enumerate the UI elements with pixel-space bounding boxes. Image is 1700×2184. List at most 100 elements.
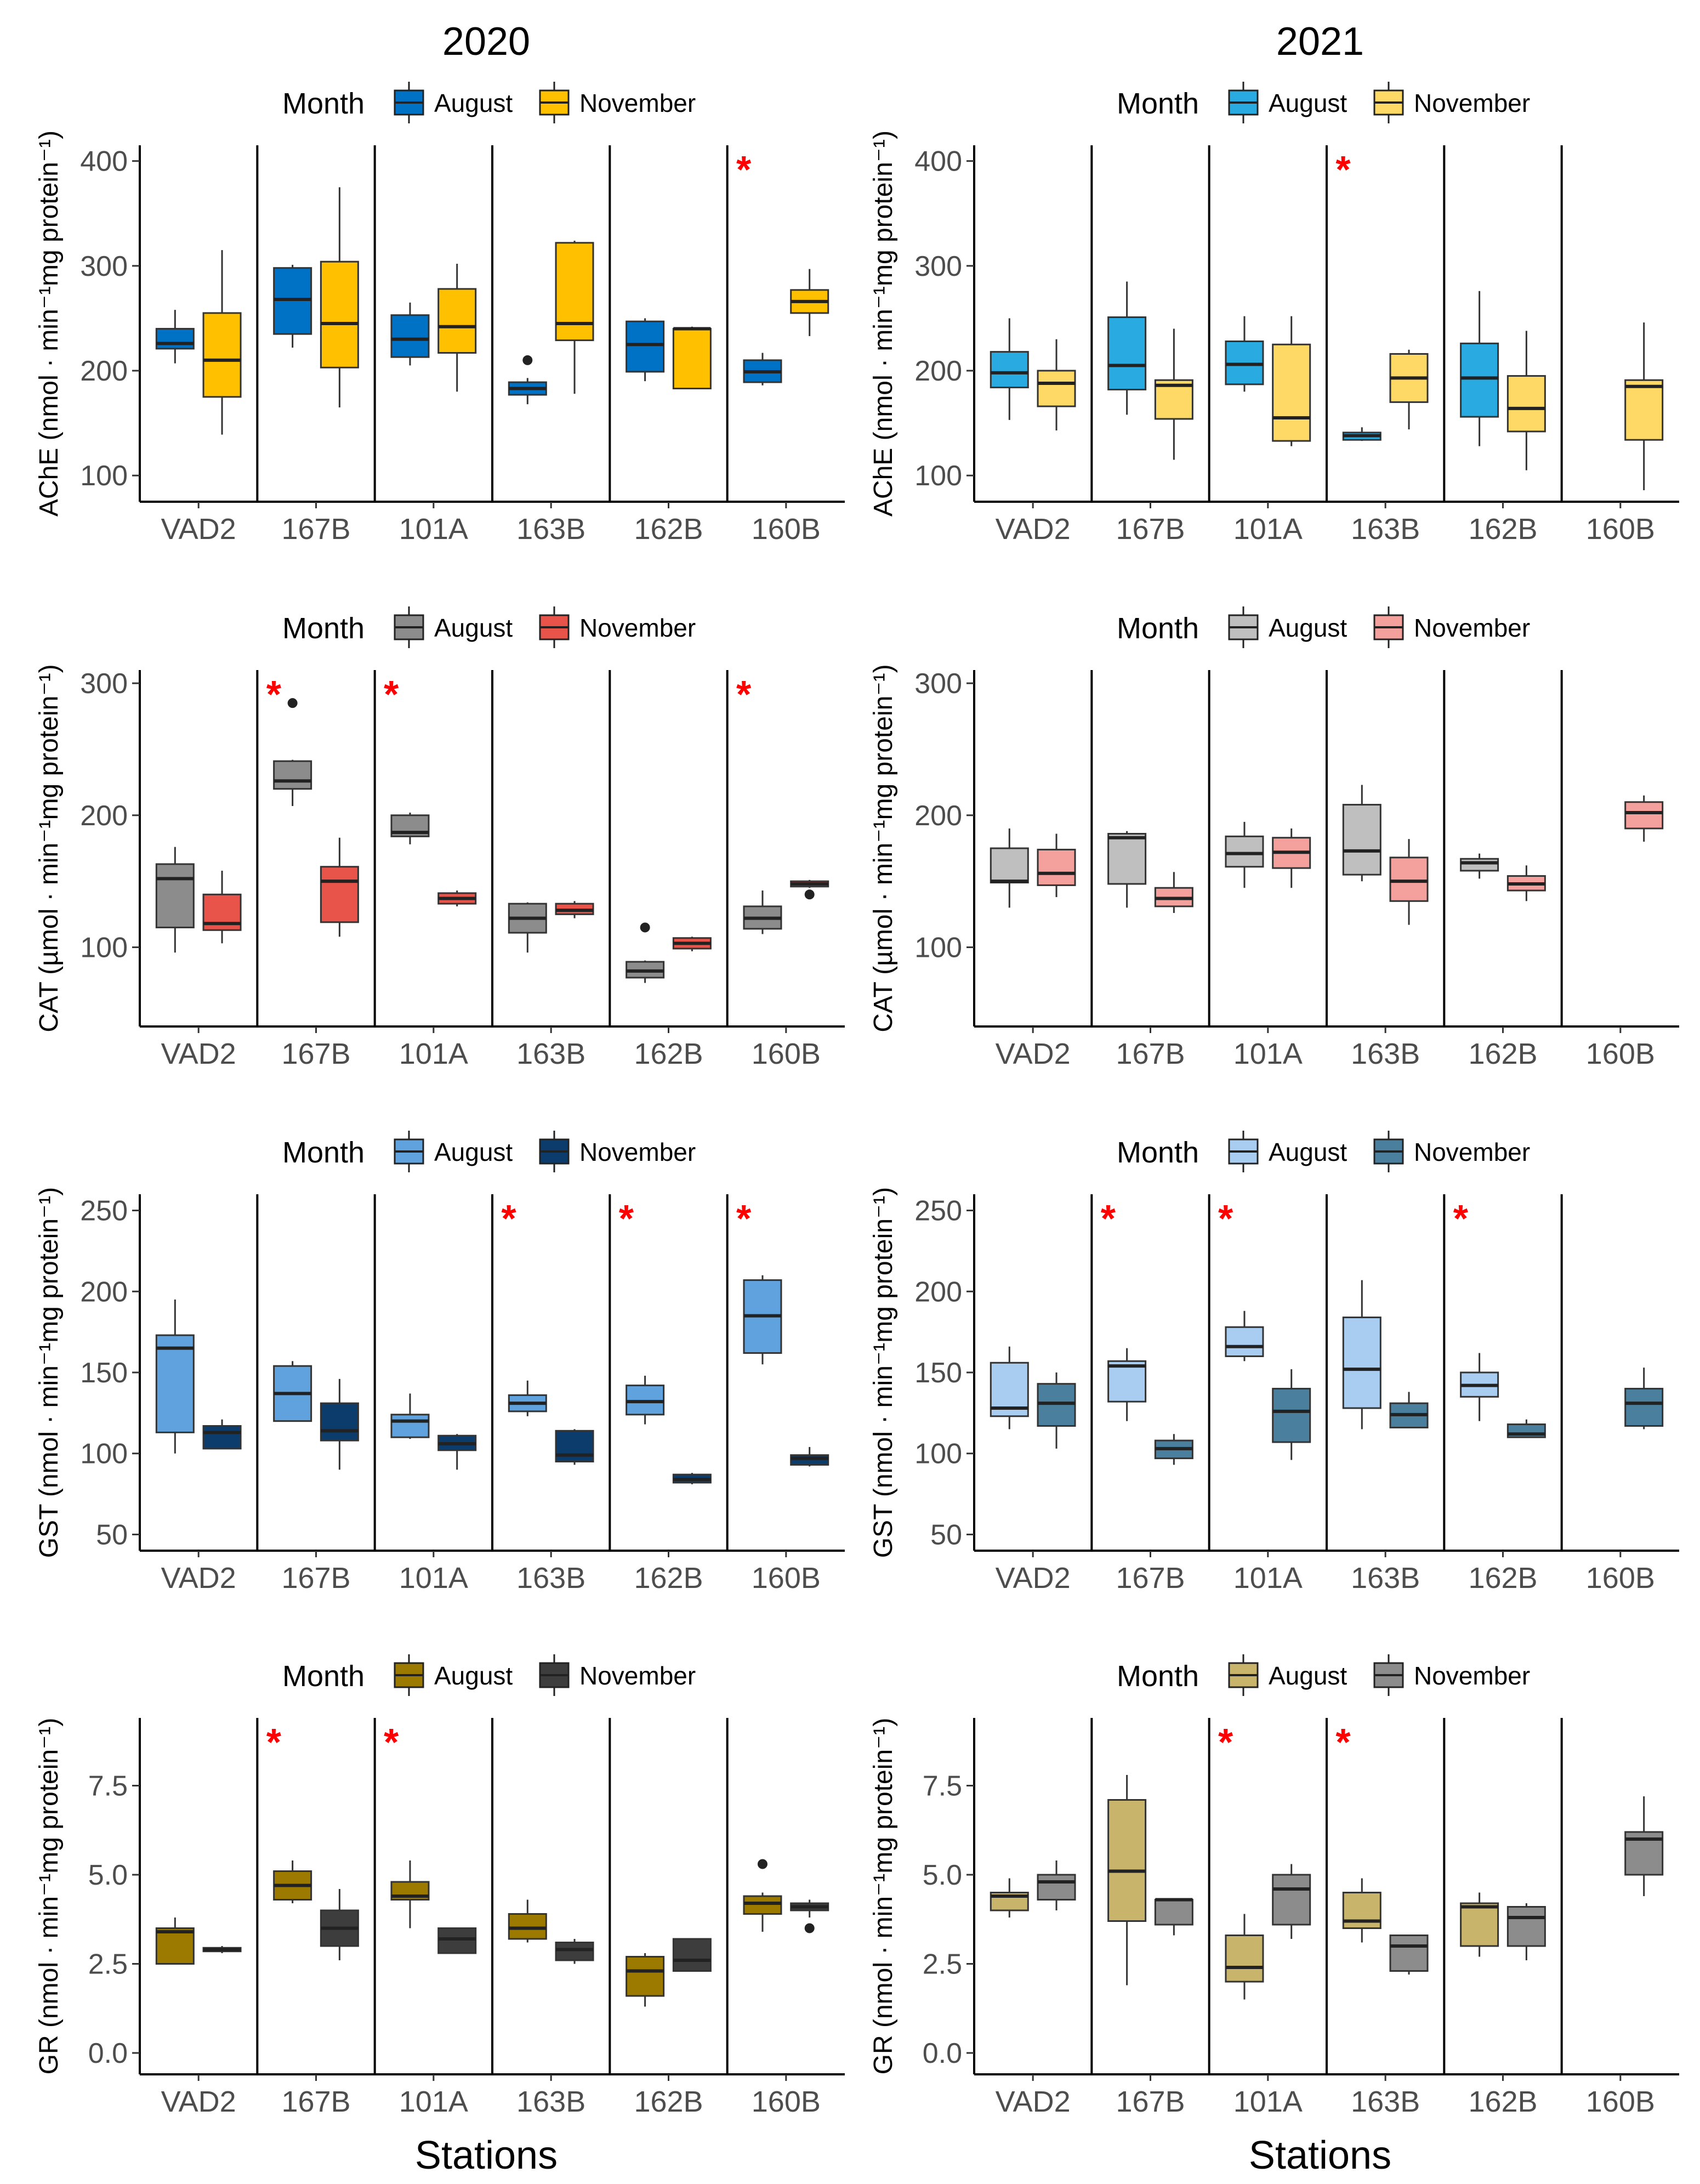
box-august-167b [273,760,312,790]
box-august-163b [508,1913,547,1940]
legend-title: Month [1117,1136,1199,1169]
year-title-2020: 2020 [442,20,530,64]
significance-star-160b: * [736,673,752,716]
box-august-167b [1107,1799,1147,1922]
y-tick-label: 0.0 [923,2038,962,2069]
x-tick-label-163b: 163B [516,513,585,546]
significance-star-162b: * [1453,1197,1469,1240]
box-november-160b [1624,801,1664,830]
x-tick-label-101a: 101A [399,1037,468,1070]
panel-2021-cat: Month August November 100 200 300 CAT (µmol · … [869,606,1679,1070]
box-november-167b [1154,1899,1193,1926]
y-axis-label: CAT (µmol · min⁻¹mg protein⁻¹) [35,664,64,1032]
y-tick-label: 2.5 [923,1949,962,1981]
y-tick-label: 2.5 [88,1949,128,1981]
box-november-160b [1624,1388,1664,1427]
y-axis-label: GST (nmol · min⁻¹mg protein⁻¹) [869,1187,898,1558]
x-tick-label-167b: 167B [1116,2085,1185,2118]
box-november-160b [1624,379,1664,441]
box-november-163b [1389,856,1429,902]
legend-label-august: August [434,1138,513,1166]
x-tick-label-167b: 167B [281,1562,350,1595]
legend-label-august: August [434,614,513,642]
panel-2020-ache: Month August November 100 200 300 400 AChE (nmo… [35,82,845,546]
y-axis-label: CAT (µmol · min⁻¹mg protein⁻¹) [869,664,898,1032]
y-tick-label: 300 [914,668,962,700]
x-tick-label-160b: 160B [752,2085,821,2118]
x-tick-label-163b: 163B [516,2085,585,2118]
x-tick-label-101a: 101A [1233,1037,1303,1070]
y-tick-label: 100 [914,932,962,964]
y-tick-label: 300 [80,251,128,282]
significance-star-101a: * [384,1721,399,1763]
significance-star-101a: * [1218,1197,1233,1240]
box-august-167b [1107,1360,1147,1403]
box-august-101a [1225,1935,1264,1983]
box-november-162b [1506,1906,1546,1947]
box-november-162b [1506,375,1546,433]
box-november-163b [555,242,594,342]
x-tick-label-160b: 160B [752,513,821,546]
box-november-163b [555,1429,594,1462]
x-tick-label-vad2: VAD2 [996,513,1071,546]
box-august-101a [1225,835,1264,868]
box-august-vad2 [155,1334,195,1433]
box-november-vad2 [1037,1874,1076,1901]
legend-label-august: August [1269,614,1347,642]
y-tick-label: 100 [914,1438,962,1470]
box-november-101a [437,288,477,354]
box-august-vad2 [155,863,195,928]
significance-star-167b: * [1101,1197,1116,1240]
legend-title: Month [1117,87,1199,120]
y-tick-label: 250 [914,1195,962,1227]
x-tick-label-162b: 162B [634,1037,703,1070]
x-tick-label-160b: 160B [1586,2085,1655,2118]
x-tick-label-163b: 163B [1351,2085,1420,2118]
legend-title: Month [282,612,365,645]
panel-2021-ache: Month August November 100 200 300 400 AChE (nmo… [869,82,1679,546]
x-tick-label-vad2: VAD2 [996,1037,1071,1070]
y-tick-label: 200 [914,1276,962,1308]
y-tick-label: 300 [914,251,962,282]
box-november-vad2 [202,1425,242,1450]
panel-2021-gr: Month August November 0.0 2.5 5.0 7.5 GR (nmol … [869,1654,1679,2118]
box-august-163b [1342,1892,1381,1929]
box-november-160b-outlier [804,1923,815,1933]
box-august-162b [1460,342,1499,418]
y-tick-label: 400 [914,146,962,178]
x-tick-label-160b: 160B [1586,1037,1655,1070]
y-tick-label: 200 [914,355,962,387]
box-august-101a [1225,1326,1264,1357]
legend-label-august: August [1269,89,1347,117]
legend-title: Month [282,87,365,120]
x-tick-label-101a: 101A [399,1562,468,1595]
box-november-101a [1272,343,1311,442]
significance-star-167b: * [266,673,282,716]
y-tick-label: 100 [80,932,128,964]
y-axis-label: GST (nmol · min⁻¹mg protein⁻¹) [35,1187,64,1558]
box-august-101a [390,1414,430,1438]
box-november-160b-outlier [804,889,815,900]
y-tick-label: 250 [80,1195,128,1227]
box-august-167b [1107,833,1147,885]
significance-star-160b: * [736,148,752,191]
y-tick-label: 200 [80,800,128,832]
box-august-162b [1460,858,1499,872]
box-august-160b-outlier [757,1859,767,1869]
x-tick-label-163b: 163B [1351,513,1420,546]
x-tick-label-162b: 162B [1468,1562,1537,1595]
x-tick-label-160b: 160B [1586,513,1655,546]
x-tick-label-163b: 163B [516,1562,585,1595]
x-tick-label-160b: 160B [752,1562,821,1595]
box-august-162b-outlier [640,922,650,933]
box-august-167b [1107,316,1147,390]
x-tick-label-vad2: VAD2 [161,1037,236,1070]
box-august-163b [1342,1317,1381,1409]
legend-label-august: August [434,89,513,117]
x-tick-label-101a: 101A [399,2085,468,2118]
y-axis-label: AChE (nmol · min⁻¹mg protein⁻¹) [35,131,64,517]
box-november-101a [437,1927,477,1954]
box-november-vad2 [1037,848,1076,886]
x-tick-label-162b: 162B [1468,513,1537,546]
